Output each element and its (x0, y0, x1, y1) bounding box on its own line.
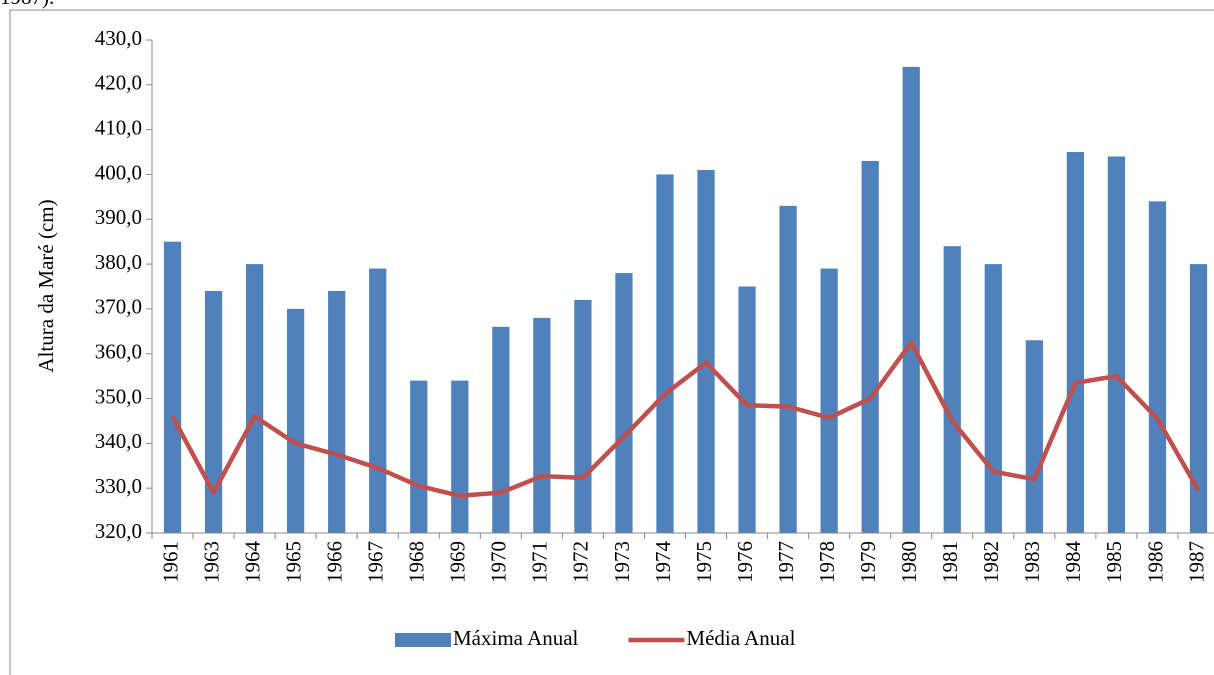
y-tick-label: 360,0 (95, 340, 142, 364)
x-tick-label: 1973 (610, 541, 634, 583)
bar (738, 286, 756, 533)
bar (984, 264, 1002, 533)
x-tick-label: 1963 (199, 541, 223, 583)
x-tick-label: 1985 (1102, 541, 1126, 583)
bar (779, 205, 797, 533)
y-tick-label: 390,0 (95, 205, 142, 229)
x-tick-label: 1972 (569, 541, 593, 583)
x-tick-label: 1978 (815, 541, 839, 583)
x-tick-label: 1987 (1184, 541, 1208, 583)
x-tick-label: 1961 (158, 541, 182, 583)
bar (943, 246, 961, 533)
bar (492, 326, 510, 533)
bar (245, 264, 264, 533)
x-tick-label: 1966 (322, 541, 346, 583)
x-tick-label: 1977 (774, 541, 798, 583)
x-tick-label: 1986 (1143, 541, 1167, 583)
x-tick-label: 1968 (405, 541, 429, 583)
line (170, 340, 1201, 499)
bar (1066, 152, 1084, 533)
y-axis-label: Altura da Maré (cm) (34, 199, 58, 372)
x-tick-label: 1970 (487, 541, 511, 583)
bar (287, 308, 305, 533)
legend-label: Máxima Anual (453, 626, 579, 650)
y-tick-label: 350,0 (95, 384, 142, 408)
x-tick-label: 1974 (651, 541, 675, 584)
bar (574, 299, 592, 533)
x-tick-label: 1975 (692, 541, 716, 583)
x-tick-label: 1982 (979, 541, 1003, 583)
x-tick-label: 1979 (856, 541, 880, 583)
bar (1107, 156, 1126, 533)
y-tick-label: 330,0 (95, 474, 142, 498)
x-tick-label: 1967 (364, 541, 388, 583)
bar (656, 174, 674, 534)
y-tick-label: 410,0 (95, 115, 142, 139)
bar (861, 161, 879, 533)
bar (533, 317, 551, 533)
y-tick-label: 320,0 (95, 519, 142, 543)
x-tick-label: 1984 (1061, 541, 1085, 584)
bar (697, 169, 715, 534)
bar (615, 273, 633, 533)
x-tick-label: 1981 (938, 541, 962, 583)
bar (410, 380, 428, 533)
x-tick-label: 1964 (240, 541, 264, 584)
x-tick-label: 1983 (1020, 541, 1044, 583)
y-tick-label: 430,0 (95, 26, 142, 50)
caption-fragment: 1987). (0, 0, 54, 9)
bar (451, 380, 469, 533)
legend-label: Média Anual (686, 626, 795, 650)
bar (328, 290, 346, 533)
bar (1148, 201, 1167, 533)
x-tick-label: 1969 (446, 541, 470, 583)
bar (820, 268, 838, 533)
bar (204, 290, 223, 533)
bar (163, 241, 182, 533)
bar (1189, 264, 1208, 533)
y-tick-label: 420,0 (95, 71, 142, 95)
x-tick-label: 1965 (281, 541, 305, 583)
legend-swatch (395, 633, 451, 647)
y-tick-label: 340,0 (95, 429, 142, 453)
x-tick-label: 1971 (528, 541, 552, 583)
y-tick-label: 400,0 (95, 160, 142, 184)
bar (1025, 340, 1043, 533)
y-tick-label: 380,0 (95, 250, 142, 274)
y-tick-label: 370,0 (95, 295, 142, 319)
bar (902, 66, 920, 534)
bar (369, 268, 387, 533)
x-tick-label: 1980 (897, 541, 921, 583)
x-tick-label: 1976 (733, 541, 757, 583)
